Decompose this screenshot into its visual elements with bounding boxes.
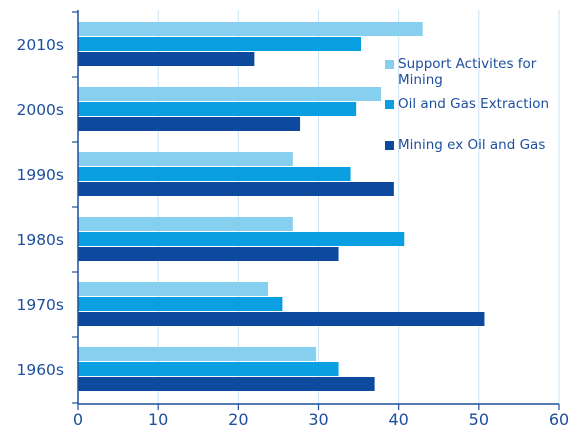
x-tick-label: 10	[148, 410, 168, 429]
bar-support-activities-2000s	[78, 87, 382, 101]
legend-label-oil-gas-extraction: Oil and Gas Extraction	[398, 96, 550, 112]
bar-mining-ex-oil-gas-2000s	[78, 117, 301, 131]
bar-mining-ex-oil-gas-1980s	[78, 247, 339, 261]
bar-mining-ex-oil-gas-1970s	[78, 312, 485, 326]
category-label-1960s: 1960s	[16, 361, 64, 379]
bar-oil-gas-extraction-1990s	[78, 167, 351, 181]
category-label-1970s: 1970s	[16, 296, 64, 314]
bar-support-activities-1980s	[78, 217, 293, 231]
axes: 0 10 20 30 40 50 60 2010s 2000s 1990s 1980s 1970s 19…	[16, 10, 569, 429]
category-label-1980s: 1980s	[16, 231, 64, 249]
bar-oil-gas-extraction-1980s	[78, 232, 405, 246]
bar-support-activities-2010s	[78, 22, 423, 36]
x-tick-label: 40	[388, 410, 408, 429]
bar-oil-gas-extraction-2010s	[78, 37, 361, 51]
x-tick-label: 50	[469, 410, 489, 429]
legend-label-mining-ex-oil-gas: Mining ex Oil and Gas	[398, 137, 546, 153]
bar-oil-gas-extraction-1960s	[78, 362, 339, 376]
bar-support-activities-1970s	[78, 282, 268, 296]
bar-support-activities-1960s	[78, 347, 317, 361]
x-tick-label: 0	[73, 410, 83, 429]
grid-lines	[157, 10, 560, 404]
bar-mining-ex-oil-gas-1990s	[78, 182, 394, 196]
legend-label-support-activities: Support Activites for Mining	[398, 56, 537, 88]
bar-mining-ex-oil-gas-2010s	[78, 52, 255, 66]
category-label-2010s: 2010s	[16, 36, 64, 54]
legend-swatch-oil-gas-extraction	[385, 100, 394, 109]
bar-group	[78, 22, 485, 391]
x-tick-label: 30	[308, 410, 328, 429]
bar-mining-ex-oil-gas-1960s	[78, 377, 375, 391]
legend-swatch-mining-ex-oil-gas	[385, 141, 394, 150]
bar-support-activities-1990s	[78, 152, 293, 166]
bar-oil-gas-extraction-1970s	[78, 297, 283, 311]
x-tick-label: 20	[228, 410, 248, 429]
category-label-1990s: 1990s	[16, 166, 64, 184]
x-tick-label: 60	[549, 410, 569, 429]
bar-oil-gas-extraction-2000s	[78, 102, 357, 116]
category-label-2000s: 2000s	[16, 101, 64, 119]
legend-swatch-support-activities	[385, 60, 394, 69]
